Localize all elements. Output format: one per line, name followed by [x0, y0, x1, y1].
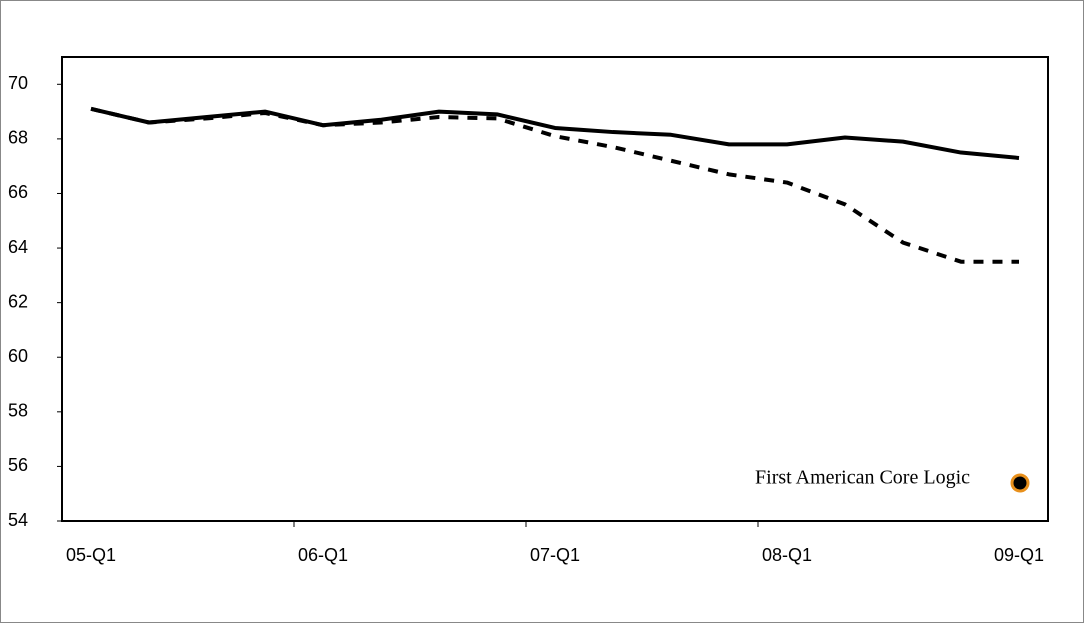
- x-tick-label: 07-Q1: [530, 545, 580, 565]
- y-tick-label: 64: [8, 237, 28, 257]
- x-tick-label: 05-Q1: [66, 545, 116, 565]
- x-tick-label: 06-Q1: [298, 545, 348, 565]
- y-tick-label: 62: [8, 291, 28, 311]
- x-tick-label: 08-Q1: [762, 545, 812, 565]
- y-tick-label: 58: [8, 401, 28, 421]
- annotation: First American Core Logic: [755, 467, 970, 489]
- y-tick-label: 70: [8, 73, 28, 93]
- y-tick-label: 68: [8, 128, 28, 148]
- x-tick-label: 09-Q1: [994, 545, 1044, 565]
- y-tick-label: 66: [8, 182, 28, 202]
- y-tick-label: 56: [8, 455, 28, 475]
- annotation-marker: [1010, 473, 1030, 493]
- series-line: [90, 106, 1019, 264]
- plot-area: [61, 56, 1049, 522]
- y-tick-label: 60: [8, 346, 28, 366]
- y-tick-label: 54: [8, 510, 28, 530]
